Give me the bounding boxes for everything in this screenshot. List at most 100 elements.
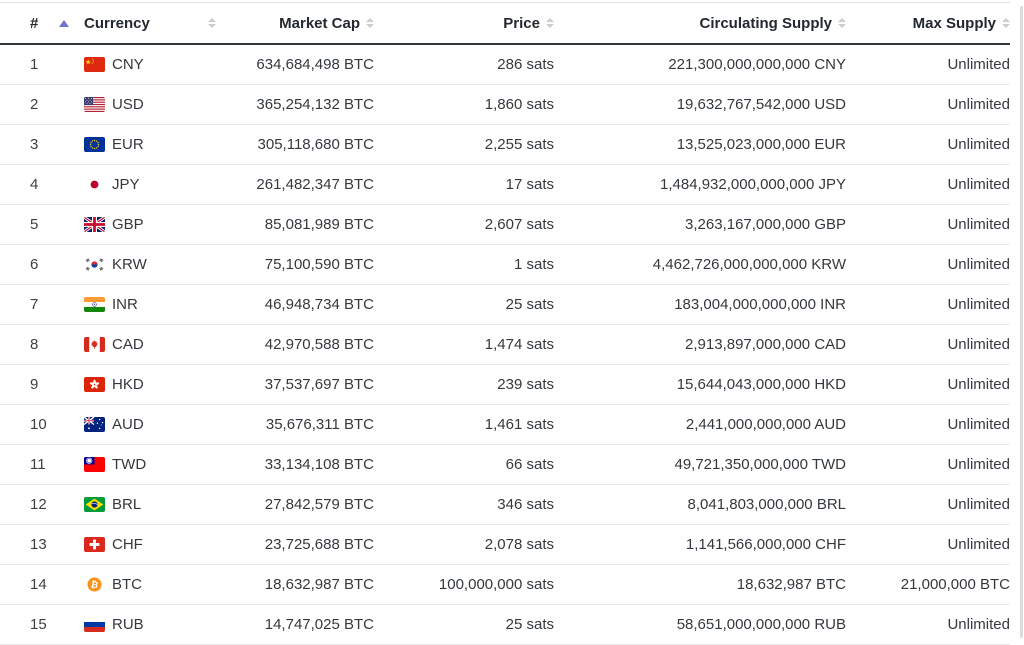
rank-cell: 11 — [0, 444, 84, 485]
sort-both-icon — [366, 18, 374, 28]
circulating-supply-cell: 49,721,350,000,000 TWD — [554, 444, 846, 485]
jp-flag-icon — [84, 177, 105, 192]
price-cell: 17 sats — [374, 164, 554, 205]
rank-cell: 8 — [0, 324, 84, 365]
scrollbar[interactable] — [1020, 6, 1023, 638]
currency-code: JPY — [112, 176, 140, 193]
currency-code: BTC — [112, 576, 142, 593]
market-cap-cell: 261,482,347 BTC — [244, 164, 374, 205]
header-max-supply[interactable]: Max Supply — [846, 2, 1010, 45]
rank-cell: 12 — [0, 484, 84, 525]
cn-flag-icon — [84, 57, 105, 72]
max-supply-cell: Unlimited — [846, 164, 1010, 205]
kr-flag-icon — [84, 257, 105, 272]
br-flag-icon — [84, 497, 105, 512]
rank-cell: 4 — [0, 164, 84, 205]
currency-code: GBP — [112, 216, 144, 233]
table-row[interactable]: 9 HKD 37,537,697 BTC 239 sats 15,644,043… — [0, 364, 1010, 405]
table-row[interactable]: 12 BRL 27,842,579 BTC 346 sats 8,041,803… — [0, 484, 1010, 525]
rank-cell: 6 — [0, 244, 84, 285]
circulating-supply-cell: 221,300,000,000,000 CNY — [554, 44, 846, 85]
circulating-supply-cell: 18,632,987 BTC — [554, 564, 846, 605]
price-cell: 239 sats — [374, 364, 554, 405]
currency-cell: EUR — [84, 124, 244, 165]
header-circulating-supply-label: Circulating Supply — [699, 14, 832, 32]
header-rank-label: # — [30, 14, 39, 32]
market-cap-cell: 365,254,132 BTC — [244, 84, 374, 125]
currency-code: EUR — [112, 136, 144, 153]
currency-code: RUB — [112, 616, 144, 633]
header-price[interactable]: Price — [374, 2, 554, 45]
max-supply-cell: Unlimited — [846, 524, 1010, 565]
market-cap-cell: 33,134,108 BTC — [244, 444, 374, 485]
table-row[interactable]: 1 CNY 634,684,498 BTC 286 sats 221,300,0… — [0, 44, 1010, 85]
currency-cell: RUB — [84, 604, 244, 645]
table-row[interactable]: 6 KRW 75,100,590 BTC 1 sats 4,462,726,00… — [0, 244, 1010, 285]
max-supply-cell: Unlimited — [846, 604, 1010, 645]
table-row[interactable]: 14 ₿ BTC 18,632,987 BTC 100,000,000 sats… — [0, 564, 1010, 605]
max-supply-cell: Unlimited — [846, 404, 1010, 445]
table-row[interactable]: 11 TWD 33,134,108 BTC 66 sats 49,721,350… — [0, 444, 1010, 485]
tw-flag-icon — [84, 457, 105, 472]
max-supply-cell: Unlimited — [846, 204, 1010, 245]
currency-code: HKD — [112, 376, 144, 393]
table-row[interactable]: 3 EUR 305,118,680 BTC 2,255 sats 13,525,… — [0, 124, 1010, 165]
price-cell: 66 sats — [374, 444, 554, 485]
circulating-supply-cell: 1,484,932,000,000,000 JPY — [554, 164, 846, 205]
max-supply-cell: Unlimited — [846, 124, 1010, 165]
currency-code: KRW — [112, 256, 147, 273]
max-supply-cell: Unlimited — [846, 244, 1010, 285]
currency-cell: BRL — [84, 484, 244, 525]
currency-cell: GBP — [84, 204, 244, 245]
table-row[interactable]: 10 AUD 35,676,311 BTC 1,461 sats 2,441,0… — [0, 404, 1010, 445]
circulating-supply-cell: 19,632,767,542,000 USD — [554, 84, 846, 125]
ru-flag-icon — [84, 617, 105, 632]
currency-cell: CAD — [84, 324, 244, 365]
header-price-label: Price — [503, 14, 540, 32]
table-row[interactable]: 8 CAD 42,970,588 BTC 1,474 sats 2,913,89… — [0, 324, 1010, 365]
currency-code: USD — [112, 96, 144, 113]
ca-flag-icon — [84, 337, 105, 352]
header-rank[interactable]: # — [0, 2, 84, 45]
table-row[interactable]: 4 JPY 261,482,347 BTC 17 sats 1,484,932,… — [0, 164, 1010, 205]
circulating-supply-cell: 1,141,566,000,000 CHF — [554, 524, 846, 565]
max-supply-cell: Unlimited — [846, 444, 1010, 485]
circulating-supply-cell: 15,644,043,000,000 HKD — [554, 364, 846, 405]
header-currency[interactable]: Currency — [84, 2, 244, 45]
header-currency-label: Currency — [84, 14, 150, 32]
eu-flag-icon — [84, 137, 105, 152]
hk-flag-icon — [84, 377, 105, 392]
currency-code: AUD — [112, 416, 144, 433]
market-cap-cell: 634,684,498 BTC — [244, 44, 374, 85]
price-cell: 2,078 sats — [374, 524, 554, 565]
table-row[interactable]: 5 GBP 85,081,989 BTC 2,607 sats 3,263,16… — [0, 204, 1010, 245]
circulating-supply-cell: 2,441,000,000,000 AUD — [554, 404, 846, 445]
max-supply-cell: Unlimited — [846, 284, 1010, 325]
header-circulating-supply[interactable]: Circulating Supply — [554, 2, 846, 45]
currency-cell: KRW — [84, 244, 244, 285]
currency-cell: TWD — [84, 444, 244, 485]
table-row[interactable]: 2 USD 365,254,132 BTC 1,860 sats 19,632,… — [0, 84, 1010, 125]
sort-both-icon — [207, 18, 216, 28]
gb-flag-icon — [84, 217, 105, 232]
rank-cell: 9 — [0, 364, 84, 405]
market-cap-cell: 14,747,025 BTC — [244, 604, 374, 645]
table-row[interactable]: 15 RUB 14,747,025 BTC 25 sats 58,651,000… — [0, 604, 1010, 645]
currency-code: CAD — [112, 336, 144, 353]
rank-cell: 13 — [0, 524, 84, 565]
rank-cell: 2 — [0, 84, 84, 125]
header-market-cap[interactable]: Market Cap — [244, 2, 374, 45]
table-row[interactable]: 13 CHF 23,725,688 BTC 2,078 sats 1,141,5… — [0, 524, 1010, 565]
currency-cell: JPY — [84, 164, 244, 205]
rank-cell: 14 — [0, 564, 84, 605]
sort-both-icon — [546, 18, 554, 28]
max-supply-cell: 21,000,000 BTC — [846, 564, 1010, 605]
sort-both-icon — [838, 18, 846, 28]
currency-code: INR — [112, 296, 138, 313]
currency-cell: INR — [84, 284, 244, 325]
au-flag-icon — [84, 417, 105, 432]
sort-ascending-icon — [59, 19, 70, 27]
table-row[interactable]: 7 INR 46,948,734 BTC 25 sats 183,004,000… — [0, 284, 1010, 325]
circulating-supply-cell: 58,651,000,000,000 RUB — [554, 604, 846, 645]
currency-cell: CNY — [84, 44, 244, 85]
